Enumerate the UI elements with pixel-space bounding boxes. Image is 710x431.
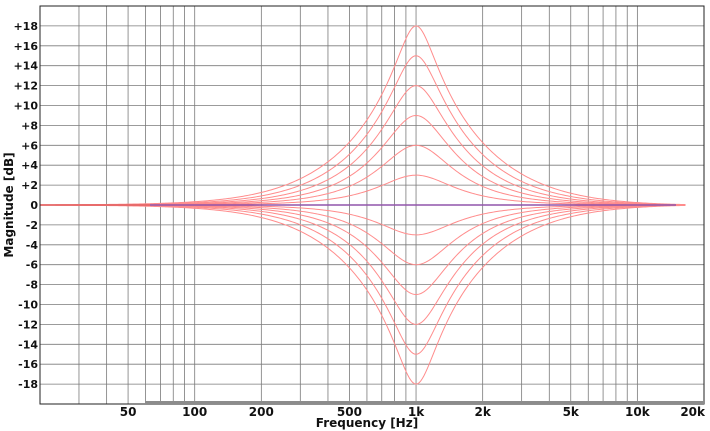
- eq-curve: [40, 204, 686, 266]
- eq-curve: [39, 25, 686, 206]
- y-tick-label: -18: [18, 378, 38, 391]
- y-tick-label: +14: [13, 60, 38, 73]
- eq-curve: [40, 204, 686, 296]
- x-axis-title: Frequency [Hz]: [316, 416, 418, 430]
- y-tick-label: -2: [26, 219, 38, 232]
- y-tick-labels: +18 +16 +14 +12 +10 +8 +6 +4 +2 0 -2 -4 -6 -8 -10 -12 -1…: [13, 20, 38, 391]
- x-tick-label: 20k: [680, 405, 706, 419]
- y-tick-label: -10: [18, 299, 38, 312]
- x-tick-label: 5k: [563, 405, 580, 419]
- y-tick-label: +4: [21, 159, 38, 172]
- x-tick-label: 100: [182, 405, 207, 419]
- x-tick-label: 50: [120, 405, 137, 419]
- y-tick-label: +10: [13, 100, 38, 113]
- eq-curve: [39, 55, 686, 206]
- y-tick-label: +12: [13, 80, 38, 93]
- y-tick-label: +16: [13, 40, 38, 53]
- y-tick-label: -8: [26, 279, 38, 292]
- y-tick-label: -12: [18, 318, 38, 331]
- y-tick-label: +6: [21, 139, 38, 152]
- eq-curve: [40, 114, 686, 206]
- x-tick-label: 200: [249, 405, 274, 419]
- x-tick-label: 10k: [625, 405, 651, 419]
- x-tick-label: 2k: [474, 405, 491, 419]
- eq-curve: [39, 204, 686, 385]
- horizontal-scrollbar[interactable]: [145, 401, 704, 404]
- x-tick-label: 1k: [408, 405, 425, 419]
- y-axis-title: Magnitude [dB]: [2, 152, 16, 257]
- x-tick-label: 500: [337, 405, 362, 419]
- y-tick-label: -14: [18, 338, 38, 351]
- y-tick-label: -6: [26, 259, 39, 272]
- eq-curve: [39, 204, 686, 355]
- y-tick-label: +18: [13, 20, 38, 33]
- y-tick-label: 0: [30, 199, 38, 212]
- y-tick-label: -4: [26, 239, 39, 252]
- eq-curve: [40, 144, 686, 206]
- x-tick-labels: 50 100 200 500 1k 2k 5k 10k 20k: [120, 405, 706, 419]
- curves: [39, 25, 686, 385]
- y-tick-label: +8: [21, 119, 38, 132]
- y-tick-label: -16: [18, 358, 38, 371]
- y-tick-label: +2: [21, 179, 38, 192]
